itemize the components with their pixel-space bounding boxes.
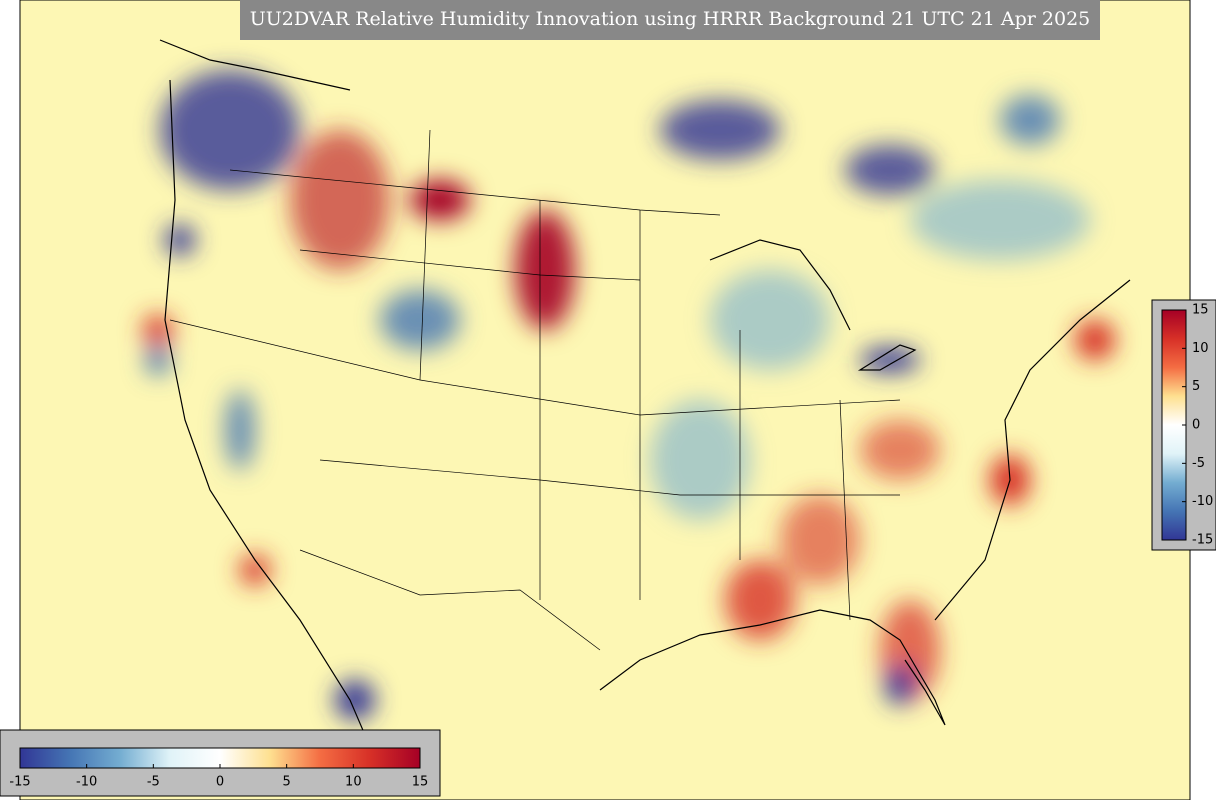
borders xyxy=(169,129,901,651)
tick-label: -5 xyxy=(1192,456,1205,471)
title-box xyxy=(240,0,1100,40)
tick-label: 0 xyxy=(216,775,224,790)
tick-label: 10 xyxy=(345,775,362,790)
tick-label: -10 xyxy=(1192,494,1213,509)
tick-label: -15 xyxy=(1192,533,1213,548)
innovation-field xyxy=(143,70,1115,720)
tick-label: 15 xyxy=(1192,303,1209,318)
coastlines xyxy=(159,39,1131,771)
tick-label: -10 xyxy=(76,775,97,790)
tick-label: -15 xyxy=(9,775,30,790)
tick-label: 15 xyxy=(412,775,429,790)
tick-label: 10 xyxy=(1192,341,1209,356)
tick-label: 0 xyxy=(1192,418,1200,433)
tick-label: 5 xyxy=(1192,379,1200,394)
map-title: UU2DVAR Relative Humidity Innovation usi… xyxy=(250,8,1091,30)
tick-label: -5 xyxy=(147,775,160,790)
tick-label: 5 xyxy=(283,775,291,790)
